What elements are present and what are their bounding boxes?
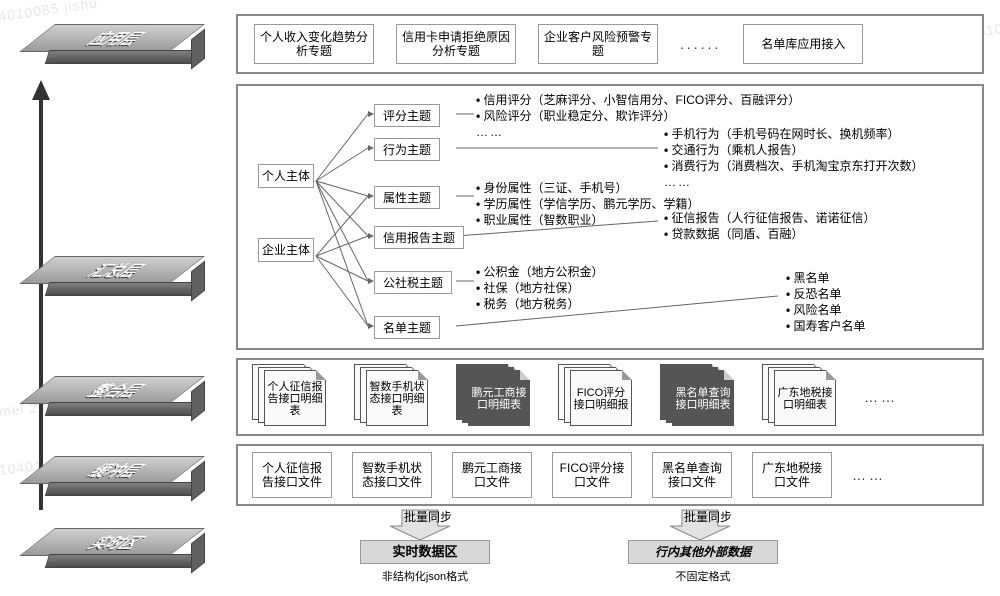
panel-summary: 个人主体 企业主体 评分主题 行为主题 属性主题 信用报告主题 公社税主题 名单…: [236, 84, 984, 350]
sync-label: 批量同步: [404, 508, 452, 525]
app-topic-box: 个人收入变化趋势分析专题: [254, 24, 374, 64]
subject-enterprise: 企业主体: [258, 238, 314, 262]
doc-stack: 广东地税接口明细表: [762, 364, 844, 430]
diagram-root: J4010085 jishu 010401 umei 20085 010401 …: [0, 0, 1000, 596]
layer-label: 汇总层: [28, 260, 205, 281]
subject-person: 个人主体: [258, 164, 314, 188]
ellipsis: ……: [864, 389, 898, 405]
doc-stack: 个人征信报告接口明细表: [252, 364, 334, 430]
layer-tile-summary: 汇总层: [55, 256, 205, 314]
bullets-tax: 公积金（地方公积金）社保（地方社保）税务（地方税务）: [476, 264, 604, 312]
bullets-credit: 征信报告（人行征信报告、诺诺征信）贷款数据（同盾、百融）: [664, 210, 876, 242]
buffer-item: 黑名单查询接口文件: [652, 452, 732, 498]
zone-other: 行内其他外部数据: [628, 540, 778, 564]
zone-realtime-sub: 非结构化json格式: [360, 568, 490, 584]
doc-stack: 黑名单查询接口明细表: [660, 364, 742, 430]
sync-label: 批量同步: [684, 508, 732, 525]
ellipsis: ......: [680, 36, 721, 52]
bullets-behavior: 手机行为（手机号码在网时长、换机频率）交通行为（乘机人报告）消费行为（消费档次、…: [664, 126, 924, 190]
layer-label: 整合层: [28, 380, 205, 401]
zone-other-sub: 不固定格式: [628, 568, 778, 584]
topic-behavior: 行为主题: [374, 138, 440, 161]
topic-tax: 公社税主题: [374, 271, 452, 294]
bullets-list: 黑名单反恐名单风险名单国寿客户名单: [786, 270, 866, 334]
layer-tile-realtime: 实时区: [55, 528, 205, 586]
topic-list: 名单主题: [374, 316, 440, 339]
app-topic-box: 企业客户风险预警专题: [538, 24, 658, 64]
watermark: J4010085 jishu: [0, 0, 99, 25]
layer-label: 缓冲层: [28, 460, 205, 481]
layer-tile-app: 应用层: [55, 24, 205, 82]
topic-attr: 属性主题: [374, 186, 440, 209]
topic-credit: 信用报告主题: [374, 226, 464, 249]
buffer-item: 鹏元工商接口文件: [452, 452, 532, 498]
doc-stack: 鹏元工商接口明细表: [456, 364, 538, 430]
app-topic-box: 信用卡申请拒绝原因分析专题: [396, 24, 516, 64]
app-topic-box: 名单库应用接入: [743, 24, 863, 64]
layer-tile-buffer: 缓冲层: [55, 456, 205, 514]
ellipsis: ……: [852, 467, 886, 483]
topic-score: 评分主题: [374, 104, 440, 127]
buffer-item: FICO评分接口文件: [552, 452, 632, 498]
buffer-item: 广东地税接口文件: [752, 452, 832, 498]
layer-label: 实时区: [28, 532, 205, 553]
doc-stack: FICO评分接口明细报: [558, 364, 640, 430]
buffer-item: 智数手机状态接口文件: [352, 452, 432, 498]
doc-stack: 智数手机状态接口明细表: [354, 364, 436, 430]
panel-integ: 个人征信报告接口明细表智数手机状态接口明细表鹏元工商接口明细表 FICO评分接口明…: [236, 358, 984, 436]
buffer-item: 个人征信报告接口文件: [252, 452, 332, 498]
layer-tile-integ: 整合层: [55, 376, 205, 434]
layer-label: 应用层: [28, 28, 205, 49]
zone-realtime: 实时数据区: [360, 540, 490, 564]
panel-buffer: 个人征信报告接口文件 智数手机状态接口文件 鹏元工商接口文件 FICO评分接口文…: [236, 444, 984, 506]
panel-app: 个人收入变化趋势分析专题 信用卡申请拒绝原因分析专题 企业客户风险预警专题 ..…: [236, 14, 984, 74]
